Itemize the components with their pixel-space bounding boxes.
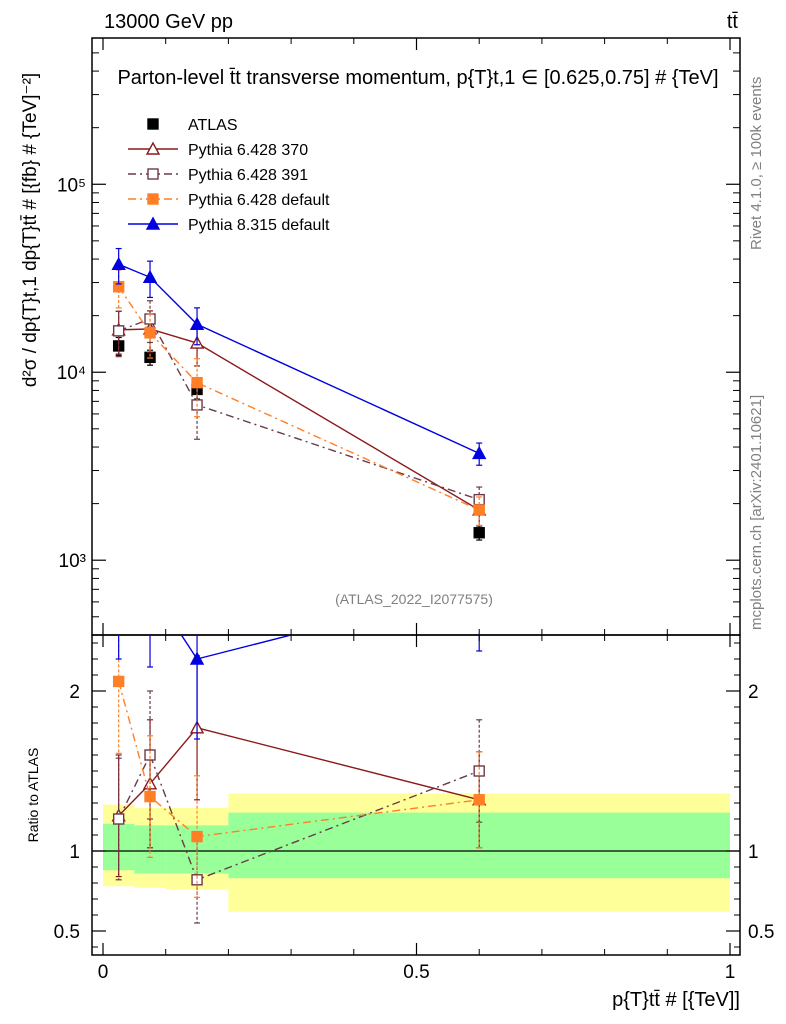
legend-label-4: Pythia 8.315 default [188,217,330,234]
ratio-point-1-1 [144,749,156,761]
uncertainty-bands [92,793,740,912]
ratio-tick-label-right: 2 [748,682,759,703]
ratio-point-2-0 [112,675,125,688]
ratio-tick-label-left: 2 [69,682,80,703]
data-point-4-1 [142,269,158,283]
series-line-4 [118,263,480,455]
legend-entry-2: Pythia 6.428 391 [128,167,308,184]
data-point-4-3 [472,445,487,460]
x-tick-label: 0.5 [403,962,429,983]
series-2 [112,300,485,516]
legend-marker-1 [145,141,161,155]
legend-label-3: Pythia 6.428 default [188,192,330,209]
process-label: tt̄ [727,11,739,33]
chart-title: Parton-level t̄t transverse momentum, p{… [117,67,718,89]
legend: ATLAS Pythia 6.428 370 Pythia 6.428 391 Pyt… [128,117,330,234]
ratio-point-3-1 [144,581,156,592]
y-tick-label: 10⁵ [57,175,86,196]
data-point-4-0 [111,256,126,271]
ratio-point-1-3 [473,765,485,777]
analysis-label: (ATLAS_2022_I2077575) [335,591,493,607]
series-line-2 [118,318,480,501]
ratio-point-1-2 [191,874,203,886]
ratio-point-2-3 [473,794,485,806]
rivet-version-label: Rivet 4.1.0, ≥ 100k events [748,77,765,250]
legend-label-2: Pythia 6.428 391 [188,167,308,184]
data-point-0-3 [473,527,485,539]
ratio-y-axis-label: Ratio to ATLAS [25,748,41,843]
series-4 [111,247,487,466]
ratio-point-3-0 [113,573,125,584]
legend-marker-3 [147,193,159,205]
legend-label-0: ATLAS [188,117,238,134]
legend-entry-0: ATLAS [147,117,238,134]
y-tick-label: 10⁴ [57,363,86,384]
series-1 [111,310,487,527]
ratio-tick-label-left: 0.5 [54,922,80,943]
ratio-line-2 [117,681,480,838]
axis-ticks: 0 0.5 1 10³ 10⁴ 10⁵ 0.5 0.5 1 1 2 2 [54,37,774,983]
ratio-series-3 [113,573,483,740]
ratio-line-1 [118,753,480,881]
ratio-line-0 [118,727,480,817]
y-tick-label: 10³ [59,551,86,572]
legend-entry-4: Pythia 8.315 default [128,216,330,234]
ratio-tick-label-right: 1 [748,842,759,863]
energy-label: 13000 GeV pp [104,11,233,33]
data-point-2-0 [112,325,125,337]
legend-entry-1: Pythia 6.428 370 [128,141,308,159]
y-axis-label: d²σ / dp{T}t,1 dp{T}tt̄ # [{fb} # {TeV]⁻… [20,73,41,387]
data-point-3-3 [473,504,485,516]
ratio-series-2 [112,635,485,899]
data-point-3-1 [144,327,156,339]
x-tick-label: 0 [98,962,109,983]
source-label: mcplots.cern.ch [arXiv:2401.10621] [748,395,765,630]
main-series [111,247,487,541]
legend-marker-2 [147,168,159,180]
series-line-1 [118,328,480,511]
ratio-point-3-2 [189,651,205,665]
ratio-series [111,573,487,924]
ratio-tick-label-left: 1 [69,842,80,863]
legend-entry-3: Pythia 6.428 default [128,192,330,209]
data-point-4-2 [189,316,205,330]
series-3 [112,269,485,527]
ratio-point-2-1 [144,790,156,803]
legend-marker-0 [147,118,159,130]
ratio-tick-label-right: 0.5 [748,922,774,943]
x-axis-label: p{T}tt̄ # [{TeV]] [612,989,740,1011]
series-line-3 [118,286,480,511]
legend-label-1: Pythia 6.428 370 [188,142,308,159]
ratio-point-2-2 [191,830,203,843]
legend-marker-4 [145,216,161,230]
ratio-point-1-0 [112,813,125,825]
data-point-3-2 [191,376,203,389]
x-tick-label: 1 [725,962,736,983]
